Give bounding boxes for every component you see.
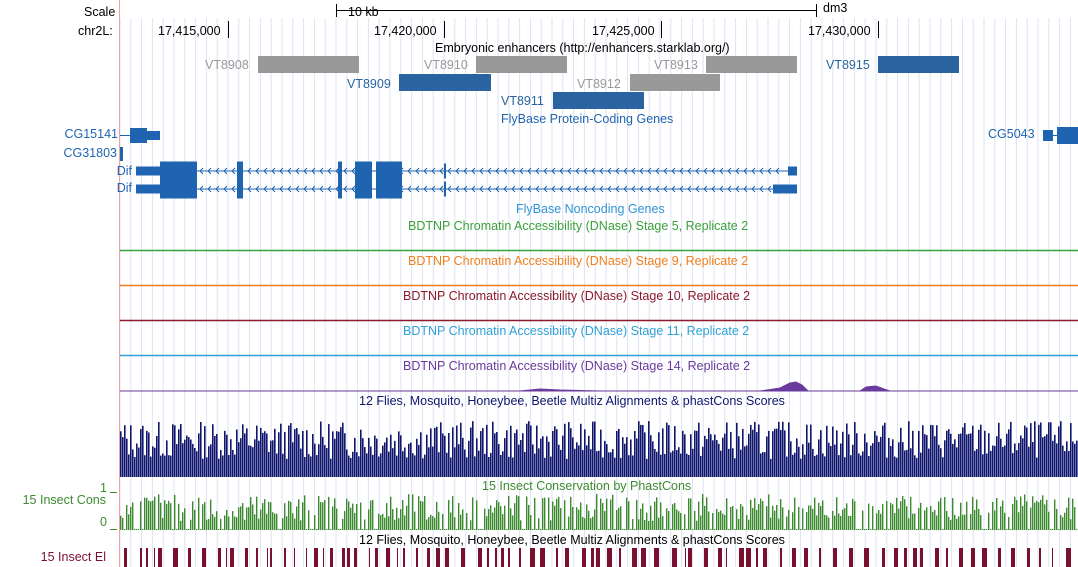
dnase-track-title: BDTNP Chromatin Accessibility (DNase) St… [403, 289, 751, 303]
scale-label: Scale [84, 5, 116, 19]
dnase-track-title: BDTNP Chromatin Accessibility (DNase) St… [408, 254, 749, 268]
gene-models[interactable] [0, 0, 1078, 200]
gene-label[interactable]: Dif [116, 181, 132, 195]
gene-model-cg5043[interactable] [1043, 127, 1078, 144]
assembly-label: dm3 [823, 1, 848, 15]
gene-label[interactable]: Dif [116, 164, 132, 178]
gene-label[interactable]: CG31803 [63, 146, 117, 160]
cons-track-label[interactable]: 15 Insect Cons [22, 493, 106, 507]
enhancer-block[interactable] [553, 92, 644, 109]
enhancer-label[interactable]: VT8910 [424, 58, 468, 72]
ruler-tick-label: 17,415,000 [158, 24, 221, 38]
enhancer-label[interactable]: VT8913 [654, 58, 698, 72]
gene-model-cg31803[interactable] [120, 147, 123, 161]
elements-track-label[interactable]: 15 Insect El [40, 550, 106, 564]
gene-label[interactable]: CG15141 [64, 127, 118, 141]
enhancer-label[interactable]: VT8915 [826, 58, 870, 72]
cons-y-min: 0 [100, 515, 107, 529]
enhancers-track-title: Embryonic enhancers (http://enhancers.st… [435, 41, 730, 55]
elements-track-title: 12 Flies, Mosquito, Honeybee, Beetle Mul… [359, 533, 785, 547]
ruler-tick-label: 17,420,000 [374, 24, 437, 38]
gene-label[interactable]: CG5043 [988, 127, 1035, 141]
cons-y-max: 1 [100, 481, 107, 495]
enhancer-block[interactable] [706, 56, 797, 73]
ruler-graphics [228, 4, 879, 38]
gene-model-cg15141[interactable] [120, 128, 160, 143]
dnase-signals[interactable] [0, 0, 1078, 400]
ruler-tick-label: 17,425,000 [592, 24, 655, 38]
enhancer-label[interactable]: VT8908 [205, 58, 249, 72]
genes-track-title: FlyBase Protein-Coding Genes [501, 112, 674, 126]
enhancer-block[interactable] [630, 74, 720, 91]
enhancer-block[interactable] [258, 56, 359, 73]
dnase-track-title: BDTNP Chromatin Accessibility (DNase) St… [408, 219, 749, 233]
enhancer-block[interactable] [476, 56, 567, 73]
gene-model-dif[interactable] [136, 161, 797, 181]
cons-track-title: 15 Insect Conservation by PhastCons [482, 479, 692, 493]
enhancer-features[interactable] [0, 0, 1078, 120]
chrom-label: chr2L: [78, 24, 113, 38]
multiz-track-title: 12 Flies, Mosquito, Honeybee, Beetle Mul… [359, 394, 785, 408]
enhancer-label[interactable]: VT8912 [577, 77, 621, 91]
scale-value: 10 kb [348, 5, 379, 19]
dnase-track-title: BDTNP Chromatin Accessibility (DNase) St… [403, 324, 750, 338]
noncoding-track-title: FlyBase Noncoding Genes [516, 202, 665, 216]
gene-model-dif[interactable] [136, 179, 797, 199]
enhancer-block[interactable] [399, 74, 491, 91]
enhancer-label[interactable]: VT8909 [347, 77, 391, 91]
dnase-track-title: BDTNP Chromatin Accessibility (DNase) St… [403, 359, 751, 373]
dnase-signal-stage14[interactable] [120, 381, 1078, 392]
enhancer-block[interactable] [878, 56, 959, 73]
ruler-tick-label: 17,430,000 [808, 24, 871, 38]
enhancer-label[interactable]: VT8911 [501, 94, 544, 108]
